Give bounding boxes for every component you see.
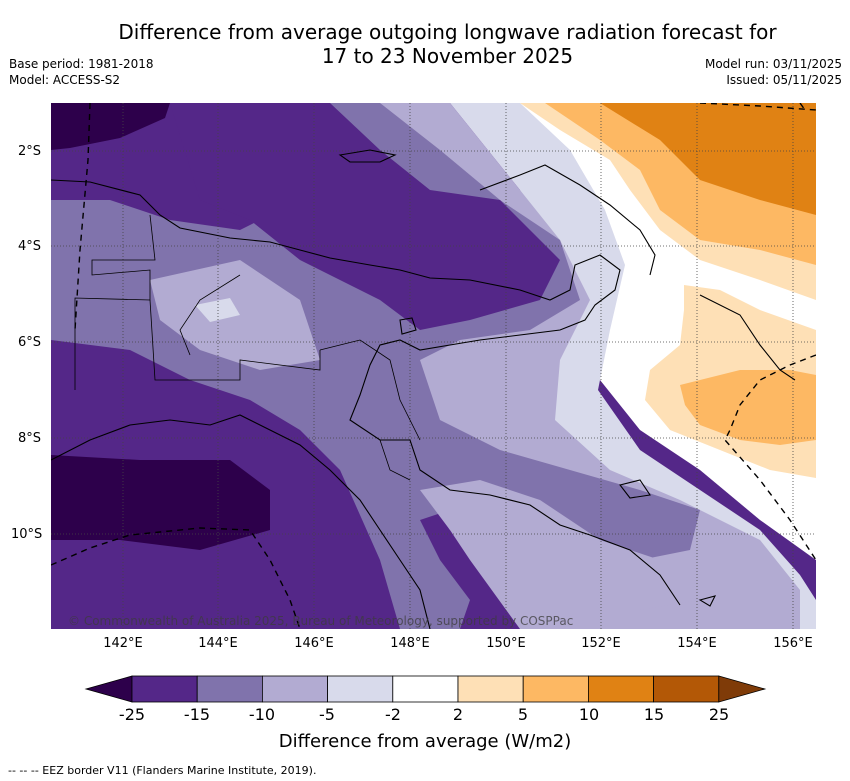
lon-label-148e: 148°E <box>390 636 430 651</box>
coastline <box>51 149 796 629</box>
model-run: Model run: 03/11/2025 <box>704 57 842 71</box>
colorbar-tick: -15 <box>183 705 211 724</box>
colorbar-title: Difference from average (W/m2) <box>278 731 572 752</box>
lat-label-6s: 6°S <box>18 335 42 350</box>
lon-label-156e: 156°E <box>773 636 813 651</box>
lon-label-150e: 150°E <box>486 636 526 651</box>
title-line-1: Difference from average outgoing longwav… <box>118 20 777 44</box>
contour-dark-ne <box>170 103 560 330</box>
admin-borders <box>74 214 421 481</box>
colorbar-segment <box>261 675 328 703</box>
lat-label-10s: 10°S <box>11 527 43 542</box>
lon-label-142e: 142°E <box>103 636 143 651</box>
contour-south-band <box>420 480 700 610</box>
colorbar-tick: 10 <box>578 705 600 724</box>
colorbar-extend-high <box>718 675 767 703</box>
lon-label-144e: 144°E <box>198 636 238 651</box>
copyright-notice: © Commonwealth of Australia 2025, Bureau… <box>68 614 574 628</box>
colorbar-tick: -25 <box>118 705 146 724</box>
colorbar-tick: 15 <box>643 705 665 724</box>
base-period: Base period: 1981-2018 <box>9 57 154 71</box>
colorbar-tick: 2 <box>452 705 464 724</box>
colorbar-segment <box>392 675 459 703</box>
map-title: Difference from average outgoing longwav… <box>0 20 850 68</box>
colorbar-segment <box>131 675 198 703</box>
eez-legend-note: -- -- -- EEZ border V11 (Flanders Marine… <box>8 764 317 777</box>
lat-label-8s: 8°S <box>18 431 42 446</box>
colorbar-segment <box>196 675 263 703</box>
lat-label-4s: 4°S <box>18 239 42 254</box>
colorbar-tick: -5 <box>319 705 335 724</box>
lon-label-154e: 154°E <box>677 636 717 651</box>
colorbar-segment <box>522 675 589 703</box>
issued-date: Issued: 05/11/2025 <box>726 73 842 87</box>
graticule <box>51 103 816 629</box>
contour-minus-25-nw <box>51 103 170 150</box>
colorbar-segment <box>588 675 655 703</box>
contour-highland-core <box>195 298 240 322</box>
metadata-left: Base period: 1981-2018 Model: ACCESS-S2 <box>9 56 154 88</box>
map-canvas <box>51 103 816 629</box>
colorbar-segment <box>457 675 524 703</box>
colorbar-tick: -10 <box>248 705 276 724</box>
colorbar-tick: 25 <box>708 705 730 724</box>
colorbar-tick: -2 <box>385 705 401 724</box>
colorbar-segment <box>327 675 394 703</box>
lon-label-152e: 152°E <box>581 636 621 651</box>
metadata-right: Model run: 03/11/2025 Issued: 05/11/2025 <box>705 56 842 88</box>
colorbar-segments <box>84 675 767 703</box>
lat-label-2s: 2°S <box>18 144 42 159</box>
model-name: Model: ACCESS-S2 <box>9 73 121 87</box>
eez-border <box>51 103 816 629</box>
colorbar-segment <box>653 675 720 703</box>
lon-label-146e: 146°E <box>294 636 334 651</box>
title-line-2: 17 to 23 November 2025 <box>321 44 574 68</box>
colorbar-tick: 5 <box>517 705 529 724</box>
contour-plus-10-ne <box>600 103 816 215</box>
contour-plus-5-e <box>680 370 816 445</box>
contour-minus-25 <box>51 455 270 550</box>
colorbar-extend-low <box>84 675 133 703</box>
